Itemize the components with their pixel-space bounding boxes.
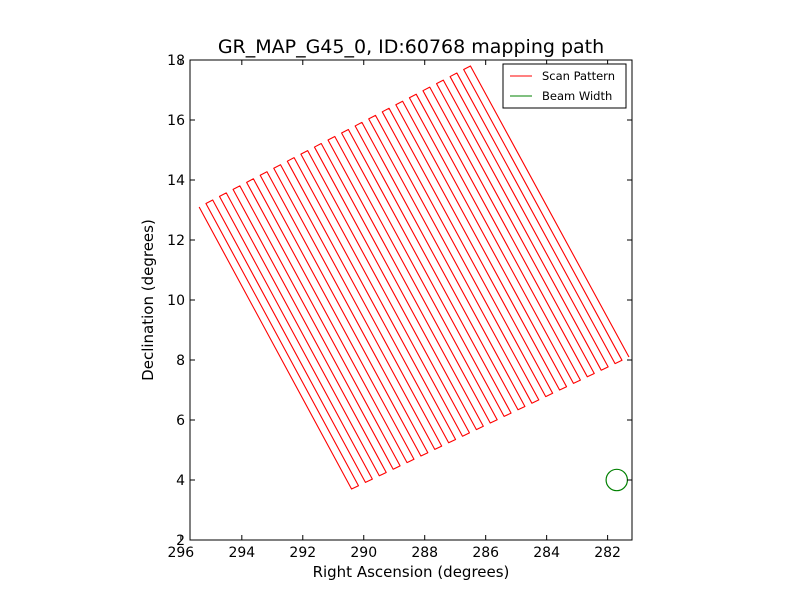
x-axis-label: Right Ascension (degrees) [313, 563, 510, 581]
legend-box [502, 63, 627, 109]
y-tick-label: 2 [176, 533, 185, 549]
scan-pattern-line [198, 65, 630, 490]
x-tick-label: 294 [228, 545, 255, 561]
x-axis: 296 294 292 290 288 286 284 282 [167, 60, 621, 561]
y-tick-label: 10 [167, 293, 185, 309]
x-tick-label: 286 [472, 545, 499, 561]
y-axis: 2 4 6 8 10 12 14 16 18 [167, 53, 632, 549]
x-tick-label: 288 [411, 545, 438, 561]
x-tick-label: 292 [289, 545, 316, 561]
y-axis-label: Declination (degrees) [139, 219, 157, 381]
y-tick-label: 12 [167, 233, 185, 249]
x-tick-label: 282 [594, 545, 621, 561]
x-tick-label: 290 [350, 545, 377, 561]
legend-label-beam-width: Beam Width [542, 89, 612, 103]
series-layer [198, 65, 630, 492]
beam-width-circle [605, 468, 629, 492]
y-tick-label: 18 [167, 53, 185, 69]
y-tick-label: 8 [176, 353, 185, 369]
chart-title: GR_MAP_G45_0, ID:60768 mapping path [218, 36, 604, 58]
x-tick-label: 296 [167, 545, 194, 561]
y-tick-label: 6 [176, 413, 185, 429]
y-tick-label: 14 [167, 173, 185, 189]
y-tick-label: 4 [176, 473, 185, 489]
y-tick-label: 16 [167, 113, 185, 129]
legend: Scan Pattern Beam Width [502, 63, 627, 109]
legend-label-scan-pattern: Scan Pattern [542, 69, 615, 83]
x-tick-label: 284 [533, 545, 560, 561]
